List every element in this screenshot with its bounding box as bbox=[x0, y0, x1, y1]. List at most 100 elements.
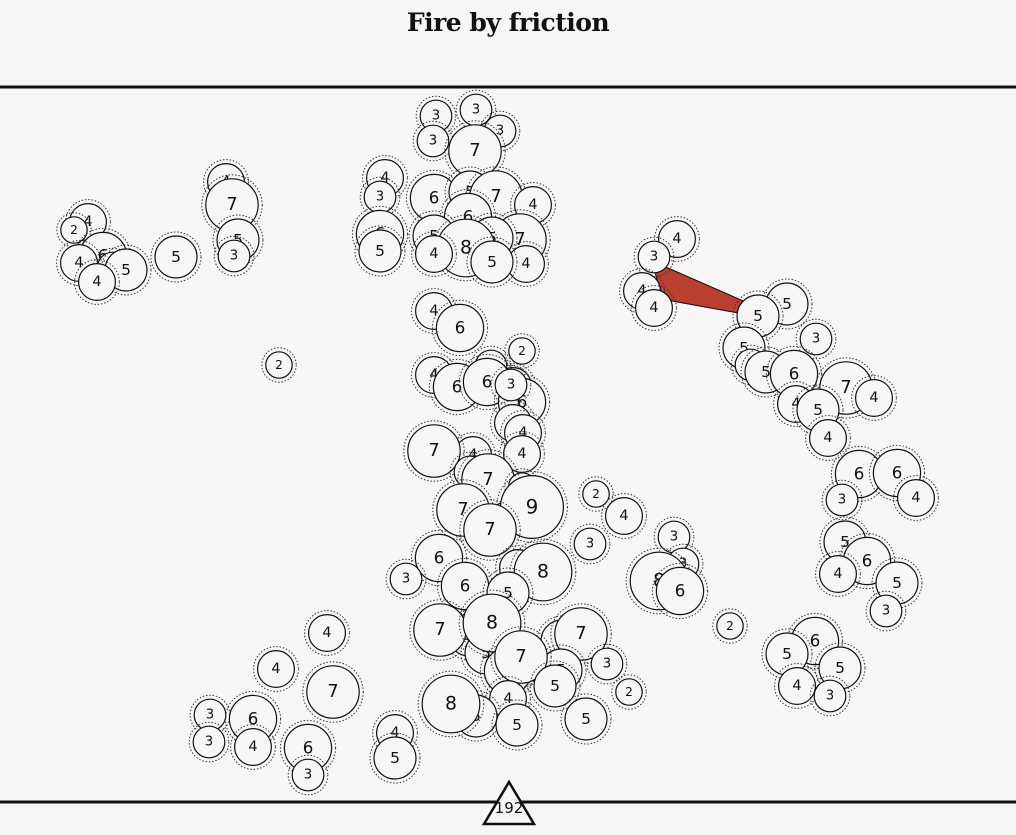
node: 4 bbox=[815, 551, 861, 597]
node-value: 9 bbox=[526, 496, 539, 519]
node-circle bbox=[306, 665, 360, 719]
node-value: 5 bbox=[581, 710, 591, 728]
node-halo bbox=[459, 499, 521, 561]
node-value: 4 bbox=[468, 447, 477, 463]
node-halo bbox=[74, 259, 120, 305]
node-circle bbox=[637, 240, 671, 274]
node-halo bbox=[466, 212, 518, 264]
node-circle bbox=[564, 697, 608, 741]
node: 3 bbox=[653, 516, 695, 558]
node-value: 7 bbox=[226, 195, 237, 215]
node-value: 6 bbox=[303, 739, 314, 758]
node-value: 6 bbox=[862, 552, 873, 571]
node: 6 bbox=[431, 299, 489, 357]
node-value: 7 bbox=[327, 682, 338, 702]
node-circle bbox=[818, 554, 857, 593]
node-circle bbox=[494, 630, 548, 684]
node-value: 4 bbox=[518, 425, 527, 441]
node-value: 3 bbox=[650, 250, 658, 265]
node-halo bbox=[411, 231, 457, 277]
node-value: 2 bbox=[592, 487, 600, 501]
node-value: 2 bbox=[518, 344, 526, 358]
node: 5 bbox=[560, 693, 612, 745]
node-circle bbox=[533, 664, 577, 708]
node-value: 2 bbox=[625, 685, 633, 699]
node-value: 6 bbox=[810, 632, 821, 651]
node-circle bbox=[495, 703, 539, 747]
node-halo bbox=[482, 567, 534, 619]
node-value: 6 bbox=[434, 549, 445, 568]
node-value: 5 bbox=[550, 677, 560, 695]
node-circle bbox=[508, 337, 536, 365]
node: 8 bbox=[417, 670, 485, 738]
node-value: 3 bbox=[304, 768, 312, 783]
node-halo bbox=[304, 610, 350, 656]
node: 3 bbox=[865, 590, 907, 632]
node-halo bbox=[385, 558, 427, 600]
node-value: 3 bbox=[603, 657, 611, 672]
node: 2 bbox=[578, 476, 614, 512]
node-value: 3 bbox=[826, 689, 834, 704]
node-circle bbox=[573, 527, 607, 561]
node-circle bbox=[192, 725, 226, 759]
node-halo bbox=[651, 562, 709, 620]
node-value: 6 bbox=[455, 319, 466, 338]
node-value: 4 bbox=[429, 367, 438, 383]
node-circle bbox=[373, 736, 417, 780]
node-halo bbox=[369, 732, 421, 784]
node-halo bbox=[203, 159, 249, 205]
node: 5 bbox=[150, 231, 202, 283]
node-value: 5 bbox=[233, 231, 243, 249]
node: 4 bbox=[230, 724, 276, 770]
node-halo bbox=[253, 646, 299, 692]
node-value: 3 bbox=[507, 378, 515, 393]
node-circle bbox=[869, 594, 903, 628]
node-halo bbox=[212, 214, 264, 266]
node: 5 bbox=[354, 225, 406, 277]
triangle-icon bbox=[481, 779, 537, 826]
node: 4 bbox=[893, 475, 939, 521]
node-circle bbox=[604, 497, 643, 536]
node-halo bbox=[150, 231, 202, 283]
node-value: 4 bbox=[429, 246, 438, 262]
node: 2 bbox=[611, 674, 647, 710]
node-halo bbox=[302, 661, 364, 723]
node-value: 7 bbox=[469, 141, 480, 161]
node-value: 3 bbox=[670, 530, 678, 545]
node-halo bbox=[354, 225, 406, 277]
counter-value: 192 bbox=[495, 799, 524, 817]
node: 3 bbox=[385, 558, 427, 600]
node-value: 6 bbox=[892, 464, 903, 483]
node-circle bbox=[358, 229, 402, 273]
node: 5 bbox=[369, 732, 421, 784]
node-circle bbox=[470, 240, 514, 284]
node: 3 bbox=[809, 675, 851, 717]
node-circle bbox=[808, 419, 847, 458]
node-halo bbox=[569, 523, 611, 565]
node-circle bbox=[634, 289, 673, 328]
node-value: 5 bbox=[375, 242, 385, 260]
node-circle bbox=[435, 303, 485, 353]
node: 3 bbox=[821, 479, 863, 521]
node-halo bbox=[814, 642, 866, 694]
node-circle bbox=[389, 562, 423, 596]
node-value: 4 bbox=[823, 430, 832, 446]
node-circle bbox=[407, 424, 461, 478]
node-value: 2 bbox=[726, 619, 734, 633]
node-halo bbox=[815, 551, 861, 597]
node: 9 bbox=[496, 471, 568, 543]
node: 7 bbox=[403, 420, 465, 482]
node-halo bbox=[761, 278, 813, 330]
node-circle bbox=[582, 480, 610, 508]
node-halo bbox=[654, 216, 700, 262]
node: 3 bbox=[188, 721, 230, 763]
node-halo bbox=[431, 299, 489, 357]
node-value: 4 bbox=[380, 170, 389, 186]
node-halo bbox=[496, 471, 568, 543]
node-halo bbox=[417, 670, 485, 738]
node: 3 bbox=[569, 523, 611, 565]
node-value: 3 bbox=[586, 537, 594, 552]
node-circle bbox=[716, 612, 744, 640]
node-halo bbox=[795, 318, 837, 360]
node-halo bbox=[601, 493, 647, 539]
